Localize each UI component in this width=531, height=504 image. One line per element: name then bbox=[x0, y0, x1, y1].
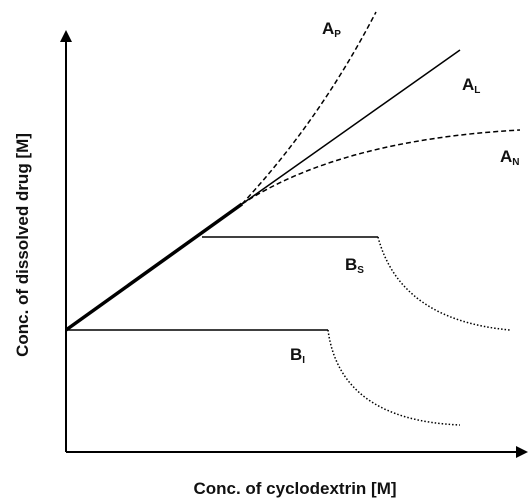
curve-al bbox=[241, 49, 461, 205]
curve-label: BI bbox=[290, 345, 305, 366]
curve-an bbox=[241, 129, 521, 205]
x-axis-label: Conc. of cyclodextrin [M] bbox=[193, 479, 396, 498]
curve-label: AL bbox=[462, 75, 480, 96]
curve-bs-decline bbox=[377, 236, 511, 331]
curve-label: BS bbox=[345, 255, 364, 276]
initial-line bbox=[64, 202, 244, 332]
curve-ap bbox=[241, 11, 377, 205]
curve-label: AN bbox=[500, 147, 520, 168]
curve-label: AP bbox=[322, 19, 341, 40]
y-axis-label: Conc. of dissolved drug [M] bbox=[13, 133, 32, 357]
curve-bi-decline bbox=[327, 329, 461, 426]
